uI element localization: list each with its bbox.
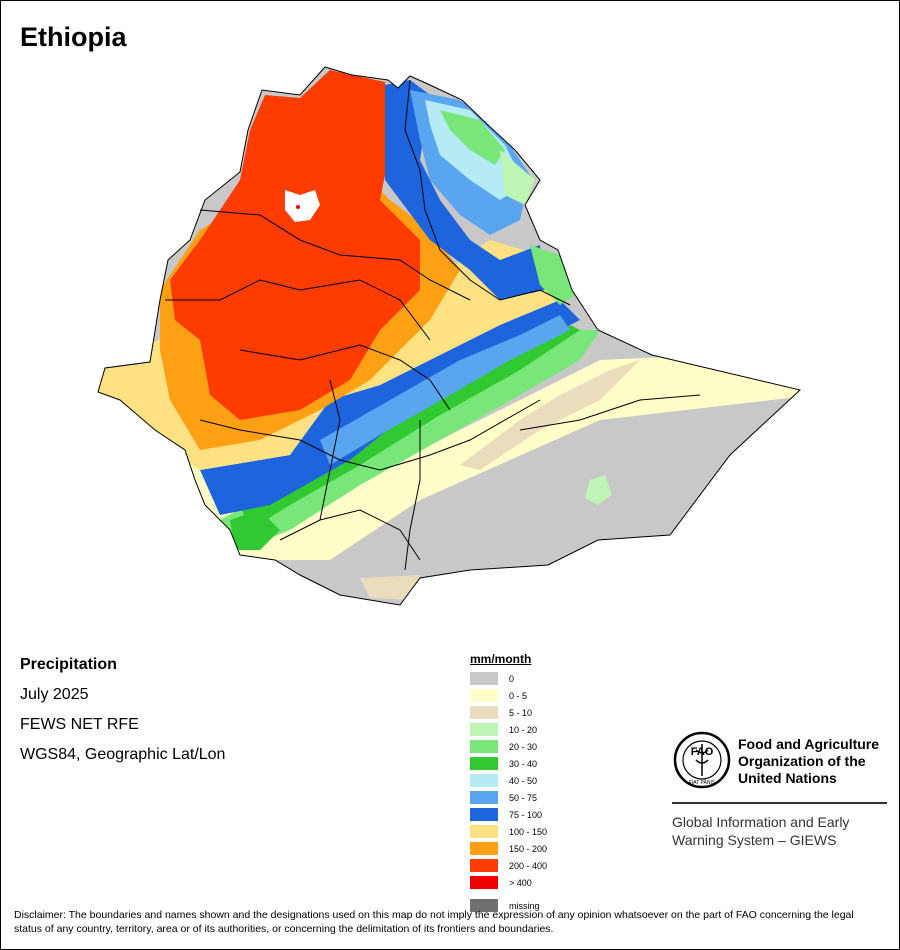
legend-item: 0	[470, 670, 547, 687]
map-title: Ethiopia	[20, 22, 127, 52]
precipitation-map	[97, 66, 802, 606]
fao-org-line-3: United Nations	[738, 770, 837, 786]
legend-item: 150 - 200	[470, 840, 547, 857]
legend-swatch	[470, 706, 498, 719]
legend-swatch	[470, 774, 498, 787]
fao-logo: FAO FIAT PANIS Food and Agriculture Orga…	[672, 730, 887, 848]
legend-label: 20 - 30	[509, 741, 538, 752]
legend-label: > 400	[509, 877, 532, 888]
legend-label: 0 - 5	[509, 690, 528, 701]
legend-swatch	[470, 689, 498, 702]
legend-swatch	[470, 859, 498, 872]
boundaries	[97, 66, 802, 606]
fao-emblem-icon: FAO FIAT PANIS	[673, 731, 731, 789]
legend-label: 40 - 50	[509, 775, 538, 786]
giews-line-2: Warning System – GIEWS	[672, 832, 837, 848]
legend-swatch	[470, 723, 498, 736]
legend-swatch	[470, 740, 498, 753]
legend-item: 100 - 150	[470, 823, 547, 840]
fao-emblem-motto: FIAT PANIS	[689, 780, 716, 786]
fao-org-line-2: Organization of the	[738, 753, 866, 769]
legend-item: 50 - 75	[470, 789, 547, 806]
legend-swatch	[470, 825, 498, 838]
legend-item: 10 - 20	[470, 721, 547, 738]
legend-label: 10 - 20	[509, 724, 538, 735]
logo-divider	[672, 802, 887, 804]
fao-org-line-1: Food and Agriculture	[738, 736, 880, 752]
fao-org-name: Food and Agriculture Organization of the…	[738, 736, 879, 787]
fao-emblem-text: FAO	[691, 746, 714, 758]
legend-item: 30 - 40	[470, 755, 547, 772]
disclaimer: Disclaimer: The boundaries and names sho…	[14, 909, 854, 935]
legend-label: 50 - 75	[509, 792, 538, 803]
legend-item: 40 - 50	[470, 772, 547, 789]
legend-label: 0	[509, 673, 515, 684]
legend-label: 200 - 400	[509, 860, 548, 871]
legend-rows: 0 0 - 5 5 - 10 10 - 20 20 - 30 30 - 40 40 - 50…	[470, 670, 547, 914]
legend-item: 75 - 100	[470, 806, 547, 823]
legend: mm/month 0 0 - 5 5 - 10 10 - 20 20 - 30 30 - …	[470, 652, 547, 914]
legend-item: 200 - 400	[470, 857, 547, 874]
variable-label: Precipitation	[20, 656, 117, 673]
giews-name: Global Information and Early Warning Sys…	[672, 813, 849, 849]
legend-item: 20 - 30	[470, 738, 547, 755]
legend-swatch	[470, 899, 498, 912]
legend-swatch	[470, 808, 498, 821]
legend-swatch	[470, 842, 498, 855]
legend-title: mm/month	[470, 652, 532, 666]
period-label: July 2025	[20, 686, 89, 703]
precip-fill	[98, 67, 800, 605]
legend-item: > 400	[470, 874, 547, 891]
legend-item: 0 - 5	[470, 687, 547, 704]
source-label: FEWS NET RFE	[20, 716, 139, 733]
legend-swatch	[470, 672, 498, 685]
map-info: Precipitation July 2025 FEWS NET RFE WGS…	[20, 656, 225, 776]
legend-item: 5 - 10	[470, 704, 547, 721]
legend-swatch	[470, 757, 498, 770]
legend-item: missing	[470, 897, 547, 914]
legend-label: 100 - 150	[509, 826, 548, 837]
legend-label: 5 - 10	[509, 707, 533, 718]
legend-label: 150 - 200	[509, 843, 548, 854]
legend-swatch	[470, 791, 498, 804]
giews-line-1: Global Information and Early	[672, 814, 850, 830]
legend-label: missing	[509, 900, 540, 911]
legend-label: 75 - 100	[509, 809, 543, 820]
projection-label: WGS84, Geographic Lat/Lon	[20, 746, 226, 763]
legend-swatch	[470, 876, 498, 889]
legend-label: 30 - 40	[509, 758, 538, 769]
